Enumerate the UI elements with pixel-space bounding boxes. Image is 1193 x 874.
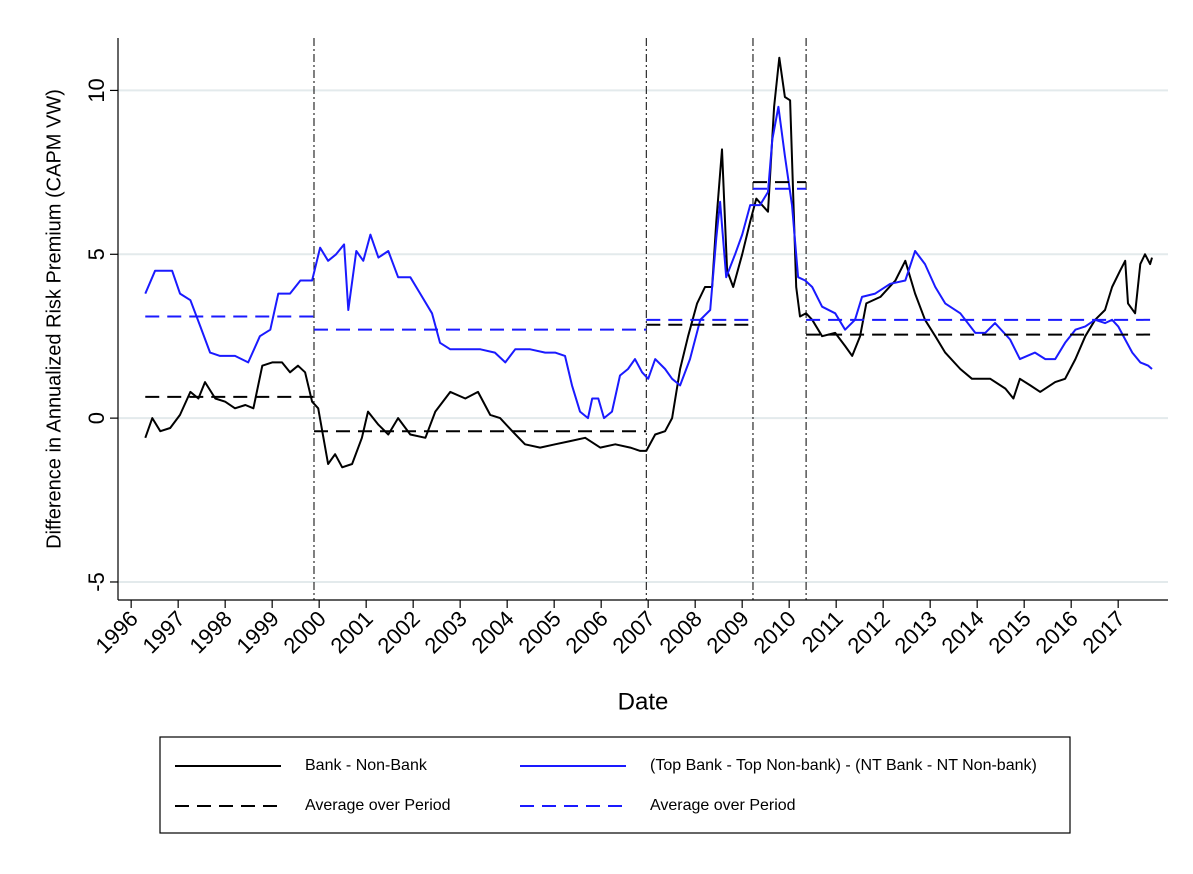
legend-box [159,736,1071,834]
x-tick-label: 2006 [561,606,613,658]
x-tick-label: 2016 [1031,606,1083,658]
x-tick-label: 2002 [373,606,425,658]
x-axis-title: Date [618,688,669,715]
x-tick-label: 2017 [1078,606,1130,658]
x-tick-label: 2009 [702,606,754,658]
x-tick-label: 2012 [843,606,895,658]
x-tick-label: 1999 [232,606,284,658]
x-tick-label: 1996 [91,606,143,658]
x-tick-label: 1998 [185,606,237,658]
y-axis-title: Difference in Annualized Risk Premium (C… [43,89,65,549]
data-line [144,105,1153,420]
x-tick-label: 2015 [984,606,1036,658]
x-tick-label: 1997 [138,606,190,658]
x-tick-label: 2004 [467,606,519,658]
legend-label: Average over Period [305,797,451,814]
y-tick-label: -5 [84,572,109,592]
x-tick-label: 2007 [608,606,660,658]
y-tick-label: 10 [84,78,109,102]
x-tick-label: 2010 [749,606,801,658]
x-tick-label: 2014 [937,606,989,658]
x-tick-label: 2000 [279,606,331,658]
y-tick-label: 5 [84,248,109,260]
x-tick-label: 2005 [514,606,566,658]
legend-label: (Top Bank - Top Non-bank) - (NT Bank - N… [650,757,1037,774]
x-tick-label: 2008 [655,606,707,658]
legend-label: Bank - Non-Bank [305,757,428,774]
legend-label: Average over Period [650,797,796,814]
x-tick-label: 2013 [890,606,942,658]
x-tick-label: 2003 [420,606,472,658]
x-tick-label: 2011 [797,606,848,657]
x-tick-label: 2001 [326,606,378,658]
y-tick-label: 0 [84,412,109,424]
data-line [144,56,1153,469]
